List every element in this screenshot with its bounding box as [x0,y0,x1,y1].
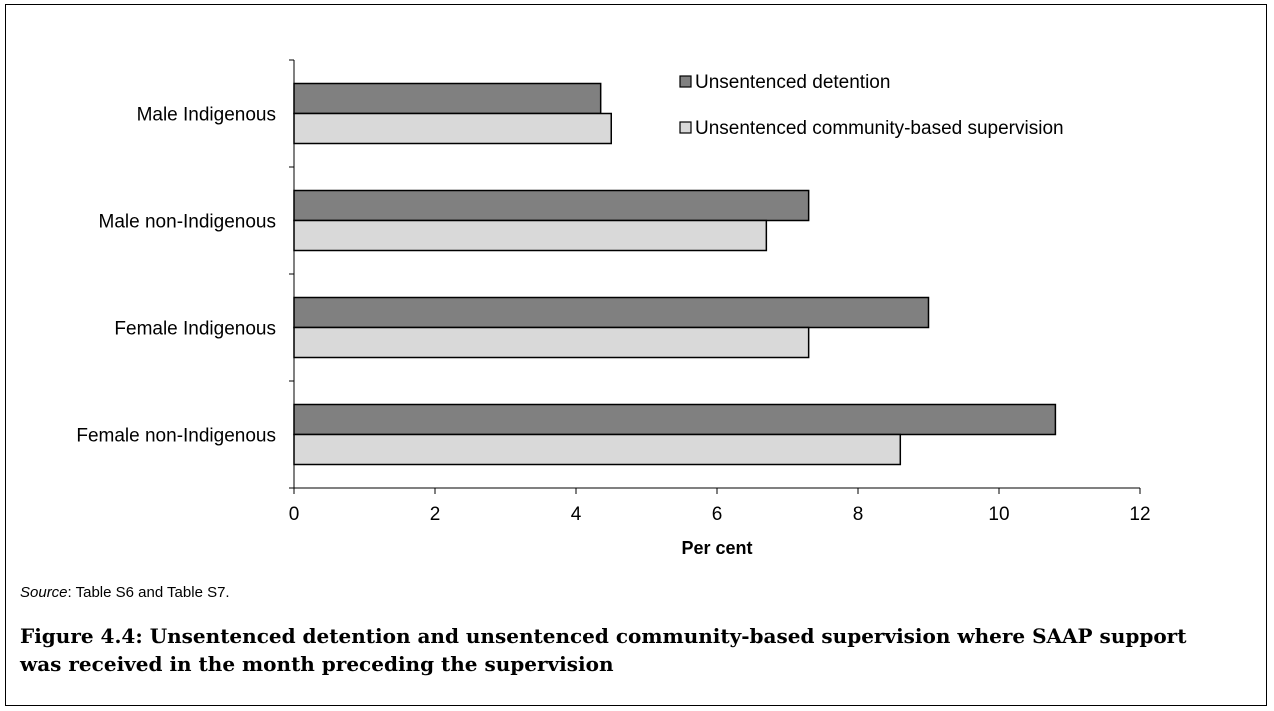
source-note: Source: Table S6 and Table S7. [20,584,230,601]
x-tick-label: 10 [988,504,1009,525]
legend-swatch [679,75,692,88]
legend-label: Unsentenced community-based supervision [695,118,1064,139]
bars-group [293,82,1057,466]
x-tick-label: 4 [571,504,582,525]
bar-community-0 [293,112,612,145]
bar-community-3 [293,433,902,466]
x-ticks-group: 0 2 4 6 8 10 12 [289,59,1151,525]
bar-detention-1 [293,189,810,222]
category-label: Female non-Indigenous [76,426,276,447]
source-text: : Table S6 and Table S7. [67,584,230,601]
legend-swatch [679,121,692,134]
x-axis-title: Per cent [681,538,752,558]
legend: Unsentenced detention Unsentenced communi… [679,72,1064,139]
x-tick-label: 0 [289,504,300,525]
legend-label: Unsentenced detention [695,72,890,93]
bar-detention-0 [293,82,602,115]
bar-community-1 [293,219,768,252]
category-label: Male non-Indigenous [99,212,276,233]
category-labels-group: Male Indigenous Male non-Indigenous Female… [76,105,276,447]
x-tick-label: 6 [712,504,723,525]
category-label: Female Indigenous [114,319,276,340]
x-tick-label: 2 [430,504,441,525]
bar-detention-2 [293,296,930,329]
bar-detention-3 [293,403,1057,436]
source-label: Source [20,584,68,601]
bar-community-2 [293,326,810,359]
x-tick-label: 8 [853,504,864,525]
x-tick-label: 12 [1129,504,1150,525]
figure-caption: Figure 4.4: Unsentenced detention and un… [20,624,1187,676]
category-label: Male Indigenous [137,105,276,126]
